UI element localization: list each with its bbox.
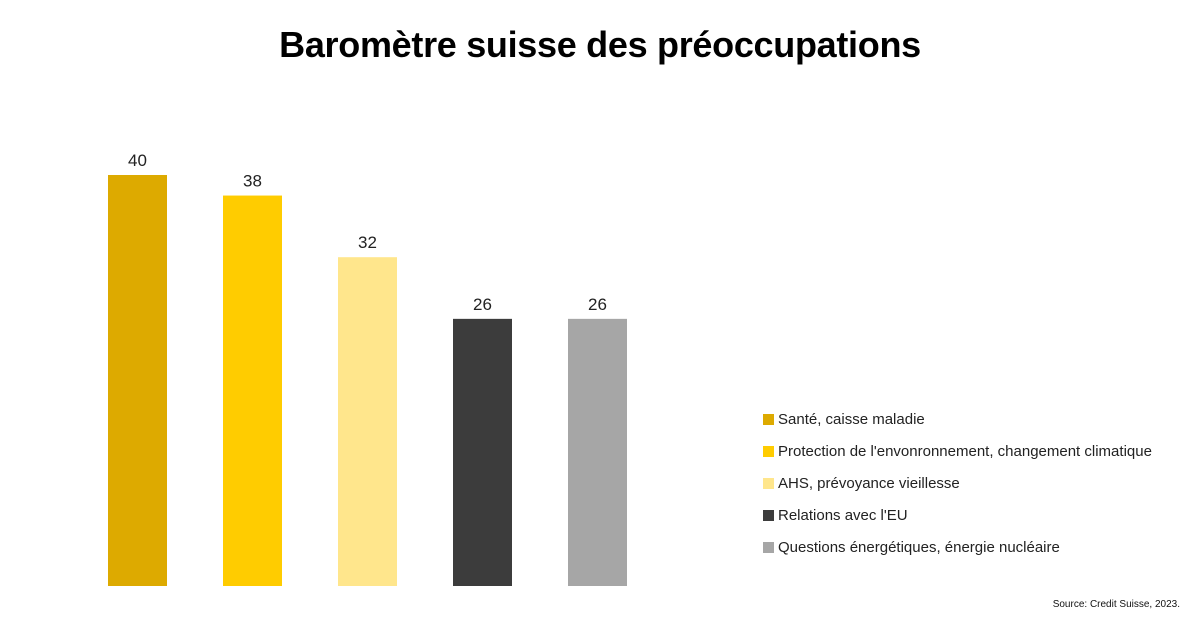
legend-label: Questions énergétiques, énergie nucléair… xyxy=(778,538,1060,556)
legend-item-4: Relations avec l'EU xyxy=(763,503,1152,527)
legend-item-3: AHS, prévoyance vieillesse xyxy=(763,471,1152,495)
data-label-4: 26 xyxy=(473,295,492,314)
legend-item-1: Santé, caisse maladie xyxy=(763,407,1152,431)
legend-item-5: Questions énergétiques, énergie nucléair… xyxy=(763,535,1152,559)
chart-legend: Santé, caisse maladie Protection de l'env… xyxy=(763,407,1152,567)
legend-label: Protection de l'envonronnement, changeme… xyxy=(778,442,1152,460)
bar-3 xyxy=(338,257,397,586)
legend-label: Relations avec l'EU xyxy=(778,506,908,524)
data-label-3: 32 xyxy=(358,233,377,252)
bar-4 xyxy=(453,318,512,586)
data-label-1: 40 xyxy=(128,151,147,170)
bar-2 xyxy=(223,195,282,587)
legend-item-2: Protection de l'envonronnement, changeme… xyxy=(763,439,1152,463)
legend-swatch xyxy=(763,509,774,521)
data-label-5: 26 xyxy=(588,295,607,314)
bar-1 xyxy=(108,175,167,586)
data-label-2: 38 xyxy=(243,172,262,191)
legend-swatch xyxy=(763,541,774,553)
legend-label: Santé, caisse maladie xyxy=(778,410,925,428)
legend-swatch xyxy=(763,413,774,425)
legend-label: AHS, prévoyance vieillesse xyxy=(778,474,960,492)
bar-5 xyxy=(568,318,627,586)
chart-title: Baromètre suisse des préoccupations xyxy=(279,24,921,65)
legend-swatch xyxy=(763,445,774,457)
source-note: Source: Credit Suisse, 2023. xyxy=(1052,599,1180,610)
legend-swatch xyxy=(763,477,774,489)
